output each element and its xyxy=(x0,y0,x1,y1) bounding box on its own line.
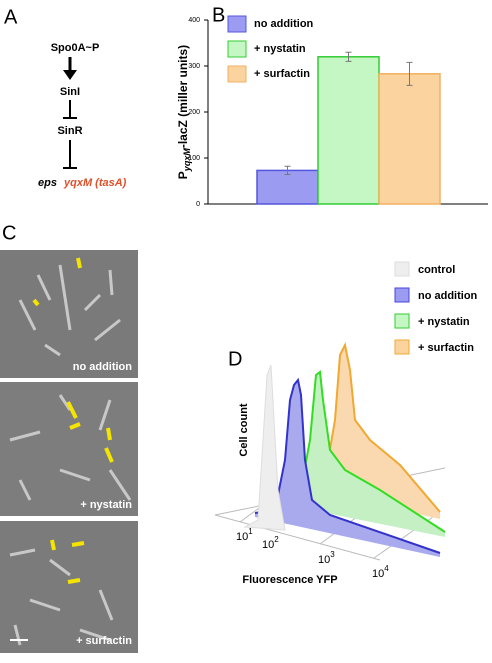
legend-swatch xyxy=(227,40,247,58)
y-axis-label: PyqxM-lacZ (miller units) xyxy=(176,45,192,179)
histogram-fill xyxy=(255,380,440,557)
caption: + surfactin xyxy=(76,635,132,647)
y-tick-label: 300 xyxy=(188,63,200,70)
legend-label: + surfactin xyxy=(254,68,310,80)
image xyxy=(0,521,138,653)
caption: + nystatin xyxy=(80,499,132,511)
yellow-cells xyxy=(32,257,114,584)
error-bar xyxy=(284,165,291,176)
label-sub: yqxM xyxy=(182,148,192,173)
cells xyxy=(9,264,132,646)
legend-label: control xyxy=(418,264,455,276)
tick-base: 10 xyxy=(262,539,274,551)
micrographs: no addition + nystatin + surfactin xyxy=(0,250,138,653)
arrow-head xyxy=(63,70,77,80)
tick-exp: 2 xyxy=(274,535,279,544)
label-main: P xyxy=(176,171,190,179)
tick-exp: 1 xyxy=(248,527,253,536)
bar xyxy=(317,56,380,205)
legend-swatch xyxy=(227,15,247,33)
bar xyxy=(256,169,319,205)
legend-label: + surfactin xyxy=(418,342,474,354)
error-bar xyxy=(406,61,413,86)
legend-swatch xyxy=(394,339,410,355)
y-tick-label: 100 xyxy=(188,155,200,162)
tick-label: 101 xyxy=(236,527,253,543)
legend-d: control no addition + nystatin + surfact… xyxy=(394,261,478,355)
panel-letter: D xyxy=(228,348,242,370)
legend-swatch xyxy=(394,261,410,277)
tick-exp: 3 xyxy=(330,550,335,559)
label-rest: -lacZ (miller units) xyxy=(176,45,190,148)
node: SinR xyxy=(57,125,82,137)
caption: no addition xyxy=(73,361,133,373)
y-tick-label: 0 xyxy=(196,201,200,208)
node: Spo0A~P xyxy=(51,42,100,54)
target: eps xyxy=(38,177,57,189)
y-tick-label: 400 xyxy=(188,17,200,24)
tick-label: 103 xyxy=(318,550,335,566)
panel-letter: C xyxy=(2,222,16,244)
legend-swatch xyxy=(394,313,410,329)
panel-letter: A xyxy=(4,6,18,28)
histogram xyxy=(243,364,286,531)
node: SinI xyxy=(60,86,80,98)
legend-swatch xyxy=(394,287,410,303)
tick-base: 10 xyxy=(318,554,330,566)
tick-label: 102 xyxy=(262,535,279,551)
target: yqxM (tasA) xyxy=(63,177,127,189)
tick-label: 104 xyxy=(372,564,389,580)
bar-chart: 0 100 200 300 400 PyqxM-lacZ (miller units) no… xyxy=(176,15,488,208)
axis-label: Fluorescence YFP xyxy=(242,574,337,586)
histogram xyxy=(254,377,441,554)
y-tick-label: 200 xyxy=(188,109,200,116)
bar xyxy=(378,73,441,205)
error-bar xyxy=(345,51,352,62)
axis-label: Cell count xyxy=(238,403,250,457)
legend-label: + nystatin xyxy=(418,316,470,328)
tick-base: 10 xyxy=(236,531,248,543)
legend-label: no addition xyxy=(418,290,478,302)
legend-label: + nystatin xyxy=(254,43,306,55)
panel-letter: B xyxy=(212,4,225,26)
tick-exp: 4 xyxy=(384,564,389,573)
legend-swatch xyxy=(227,65,247,83)
tick-base: 10 xyxy=(372,568,384,580)
legend-label: no addition xyxy=(254,18,314,30)
histogram-fill xyxy=(272,372,445,537)
